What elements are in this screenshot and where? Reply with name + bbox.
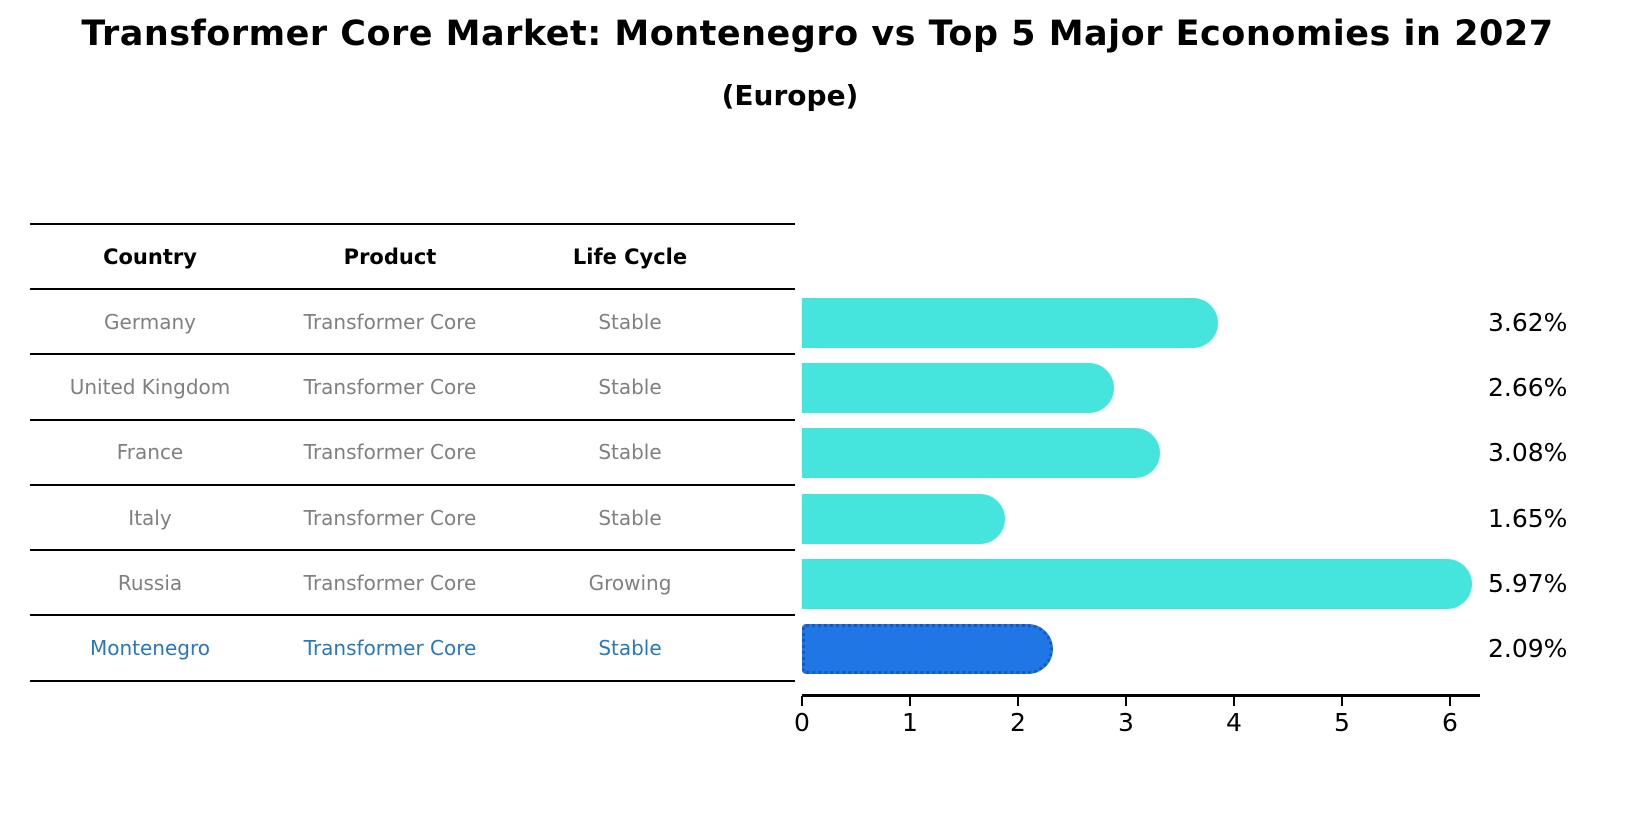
- bar-united-kingdom: [802, 362, 1115, 413]
- cell-product: Transformer Core: [303, 440, 477, 465]
- bar-france: [802, 428, 1160, 479]
- cell-country: Italy: [128, 505, 172, 530]
- cell-lifecycle: Stable: [598, 505, 662, 530]
- x-tick-mark-3: [1125, 696, 1127, 706]
- value-label-germany: 3.62%: [1488, 307, 1568, 337]
- x-tick-label-1: 1: [902, 708, 918, 737]
- x-tick-mark-6: [1449, 696, 1451, 706]
- cell-lifecycle: Growing: [588, 570, 672, 595]
- value-label-france: 3.08%: [1488, 438, 1568, 468]
- bar-montenegro: [802, 624, 1053, 675]
- x-tick-label-6: 6: [1442, 708, 1458, 737]
- x-tick-label-5: 5: [1334, 708, 1350, 737]
- cell-lifecycle: Stable: [598, 440, 662, 465]
- cell-lifecycle: Stable: [598, 374, 662, 399]
- x-tick-label-2: 2: [1010, 708, 1026, 737]
- cell-country: Germany: [104, 309, 196, 334]
- cell-country: France: [116, 440, 184, 465]
- x-tick-label-4: 4: [1226, 708, 1242, 737]
- x-tick-mark-2: [1017, 696, 1019, 706]
- cell-country: United Kingdom: [69, 374, 231, 399]
- cell-product: Transformer Core: [303, 570, 477, 595]
- table-row-germany: Germany Transformer Core Stable: [30, 290, 795, 356]
- x-tick-mark-5: [1341, 696, 1343, 706]
- cell-product: Transformer Core: [303, 636, 477, 661]
- value-label-united-kingdom: 2.66%: [1488, 372, 1568, 402]
- value-label-russia: 5.97%: [1488, 568, 1568, 598]
- table-row-russia: Russia Transformer Core Growing: [30, 551, 795, 617]
- table-row-montenegro: Montenegro Transformer Core Stable: [30, 616, 795, 682]
- summary-table: Country Product Life Cycle Germany Transf…: [30, 223, 795, 682]
- table-row-united-kingdom: United Kingdom Transformer Core Stable: [30, 355, 795, 421]
- bar-italy: [802, 493, 1006, 544]
- x-tick-label-0: 0: [794, 708, 810, 737]
- cell-lifecycle: Stable: [598, 636, 662, 661]
- cell-product: Transformer Core: [303, 505, 477, 530]
- bar-germany: [802, 297, 1218, 348]
- value-label-montenegro: 2.09%: [1488, 634, 1568, 664]
- cell-country: Russia: [117, 570, 183, 595]
- value-label-italy: 1.65%: [1488, 503, 1568, 533]
- table-body: Germany Transformer Core Stable United King…: [30, 290, 795, 682]
- x-tick-mark-0: [801, 696, 803, 706]
- bar-russia: [802, 558, 1472, 609]
- table-row-italy: Italy Transformer Core Stable: [30, 486, 795, 552]
- chart-subtitle: (Europe): [721, 79, 859, 112]
- chart-title: Transformer Core Market: Montenegro vs T…: [81, 14, 1554, 54]
- table-row-france: France Transformer Core Stable: [30, 421, 795, 486]
- x-tick-mark-1: [909, 696, 911, 706]
- x-tick-mark-4: [1233, 696, 1235, 706]
- cell-product: Transformer Core: [303, 309, 477, 334]
- cell-lifecycle: Stable: [598, 309, 662, 334]
- x-axis-line: [802, 694, 1480, 697]
- cell-country: Montenegro: [89, 636, 210, 661]
- column-header-product: Product: [343, 244, 437, 269]
- column-header-country: Country: [103, 244, 197, 269]
- cell-product: Transformer Core: [303, 374, 477, 399]
- x-tick-label-3: 3: [1118, 708, 1134, 737]
- table-header-row: Country Product Life Cycle: [30, 223, 795, 290]
- column-header-lifecycle: Life Cycle: [572, 244, 688, 269]
